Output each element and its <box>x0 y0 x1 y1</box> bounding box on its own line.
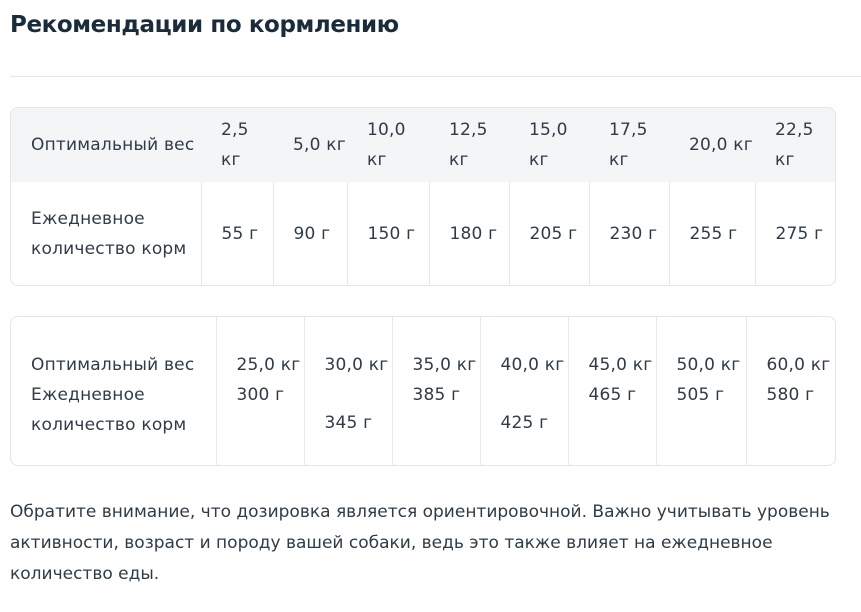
row-label-weight: Оптимальный вес <box>31 355 195 375</box>
amount-cell: 345 г <box>303 380 392 465</box>
weight-cell: 45,0 кг <box>567 317 656 380</box>
amount-cell: 255 г <box>668 182 755 285</box>
amount-cell: 205 г <box>508 182 589 285</box>
weight-cell: 17,5 кг <box>589 108 669 182</box>
amount-cell: 55 г <box>200 182 273 285</box>
weight-cell: 50,0 кг <box>655 317 746 380</box>
weight-cell: 15,0 кг <box>509 108 589 182</box>
amount-cell: 465 г <box>567 380 656 465</box>
amount-cell: 300 г <box>215 380 304 465</box>
amount-cell: 385 г <box>391 380 480 465</box>
table-row-weight: Оптимальный вес 2,5 кг 5,0 кг 10,0 кг 12… <box>11 108 835 182</box>
amount-cell: 150 г <box>346 182 429 285</box>
amount-cell: 505 г <box>655 380 746 465</box>
title-divider <box>10 76 861 77</box>
weight-cell: 20,0 кг <box>669 108 755 182</box>
amount-cell: 275 г <box>754 182 835 285</box>
table-row-amount: Ежедневное количество корм 55 г 90 г 150… <box>11 182 835 285</box>
page-title: Рекомендации по кормлению <box>10 12 399 38</box>
weight-cell: 60,0 кг <box>745 317 835 380</box>
row-label-amount: Ежедневное количество корм <box>31 208 187 259</box>
amount-cell: 580 г <box>745 380 835 465</box>
amount-cell: 90 г <box>272 182 347 285</box>
weight-cell: 22,5 кг <box>755 108 835 182</box>
amount-cell: 230 г <box>588 182 669 285</box>
weight-cell: 30,0 кг <box>303 317 392 380</box>
row-label-amount: Ежедневное количество корм <box>31 385 187 435</box>
row-label-weight: Оптимальный вес <box>11 108 201 182</box>
weight-cell: 2,5 кг <box>201 108 273 182</box>
feeding-table-2: Оптимальный вес 25,0 кг 30,0 кг 35,0 кг … <box>10 316 836 466</box>
table-row-amount: Ежедневное количество корм 300 г 345 г 3… <box>11 380 835 465</box>
weight-cell: 40,0 кг <box>479 317 568 380</box>
weight-cell: 5,0 кг <box>273 108 347 182</box>
feeding-table-1: Оптимальный вес 2,5 кг 5,0 кг 10,0 кг 12… <box>10 107 836 286</box>
amount-cell: 425 г <box>479 380 568 465</box>
table-row-weight: Оптимальный вес 25,0 кг 30,0 кг 35,0 кг … <box>11 317 835 380</box>
weight-cell: 35,0 кг <box>391 317 480 380</box>
dosage-note: Обратите внимание, что дозировка являетс… <box>10 502 830 584</box>
amount-cell: 180 г <box>428 182 509 285</box>
weight-cell: 12,5 кг <box>429 108 509 182</box>
weight-cell: 25,0 кг <box>215 317 304 380</box>
weight-cell: 10,0 кг <box>347 108 429 182</box>
